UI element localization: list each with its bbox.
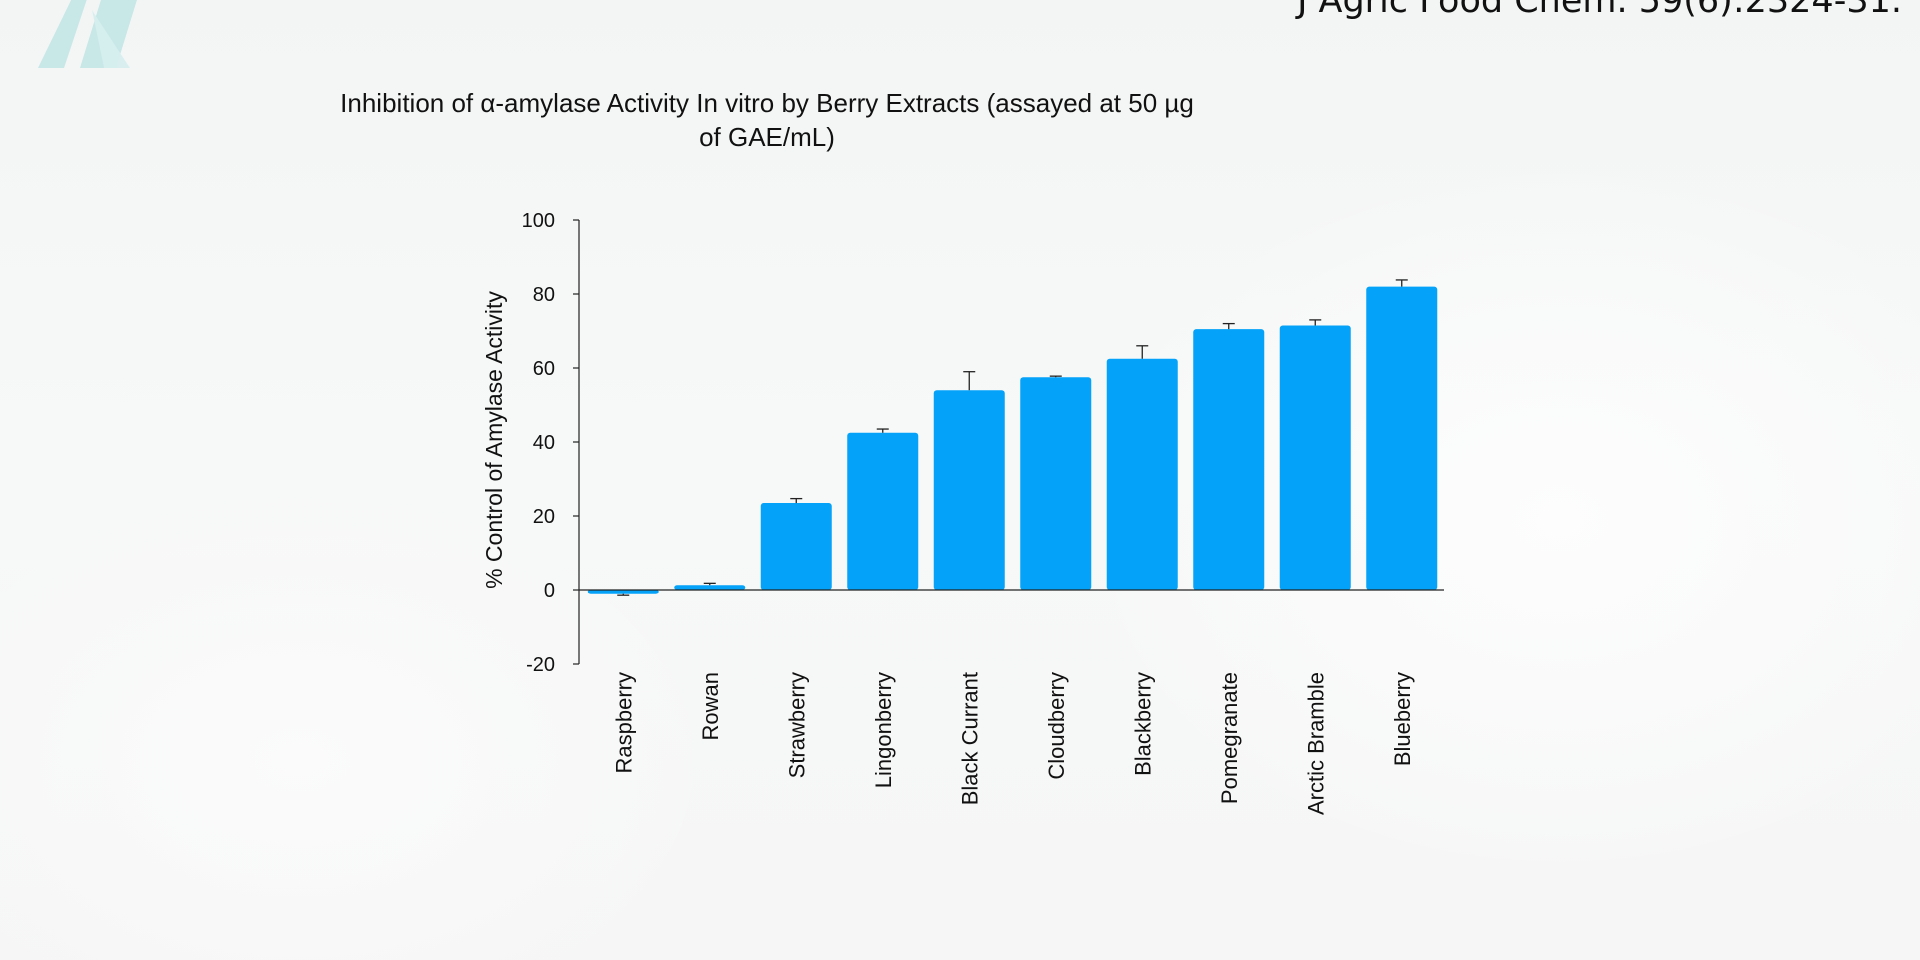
x-tick-label: Arctic Bramble	[1303, 672, 1328, 815]
chart-title-text: Inhibition of α-amylase Activity In vitr…	[340, 88, 1194, 152]
citation-text: J Agric Food Chem. 59(6):2324-31.	[1297, 0, 1902, 21]
bar	[587, 590, 659, 594]
x-tick-label: Lingonberry	[871, 672, 896, 788]
bar	[1193, 329, 1265, 590]
y-axis-label: % Control of Amylase Activity	[481, 291, 507, 589]
bar	[1106, 358, 1178, 590]
y-tick-label: -20	[526, 654, 555, 676]
y-tick-label: 20	[533, 506, 555, 528]
bar	[933, 390, 1005, 590]
x-tick-label: Cloudberry	[1044, 672, 1069, 780]
y-axis: 100 80 60 40 20 0 -20	[522, 210, 580, 676]
x-tick-label: Blackberry	[1130, 672, 1155, 776]
bar	[1279, 325, 1351, 590]
bar	[760, 503, 832, 590]
x-tick-label: Black Currant	[957, 672, 982, 805]
y-tick-label: 60	[533, 358, 555, 380]
bar	[1020, 377, 1092, 590]
y-tick-label: 0	[544, 580, 555, 602]
x-tick-label: Raspberry	[611, 672, 636, 773]
bar	[1366, 286, 1438, 590]
x-tick-label: Strawberry	[784, 672, 809, 778]
chart-title: Inhibition of α-amylase Activity In vitr…	[287, 86, 1247, 154]
logo-mark	[38, 0, 137, 68]
bar	[847, 432, 919, 590]
y-tick-label: 100	[522, 210, 555, 232]
x-tick-label: Blueberry	[1390, 672, 1415, 766]
x-tick-label: Rowan	[698, 672, 723, 740]
bar	[674, 585, 746, 590]
x-axis-labels: Raspberry Rowan Strawberry Lingonberry Black…	[611, 672, 1415, 815]
y-tick-label: 80	[533, 284, 555, 306]
x-tick-label: Pomegranate	[1217, 672, 1242, 804]
bars-group	[579, 279, 1444, 596]
y-tick-label: 40	[533, 432, 555, 454]
